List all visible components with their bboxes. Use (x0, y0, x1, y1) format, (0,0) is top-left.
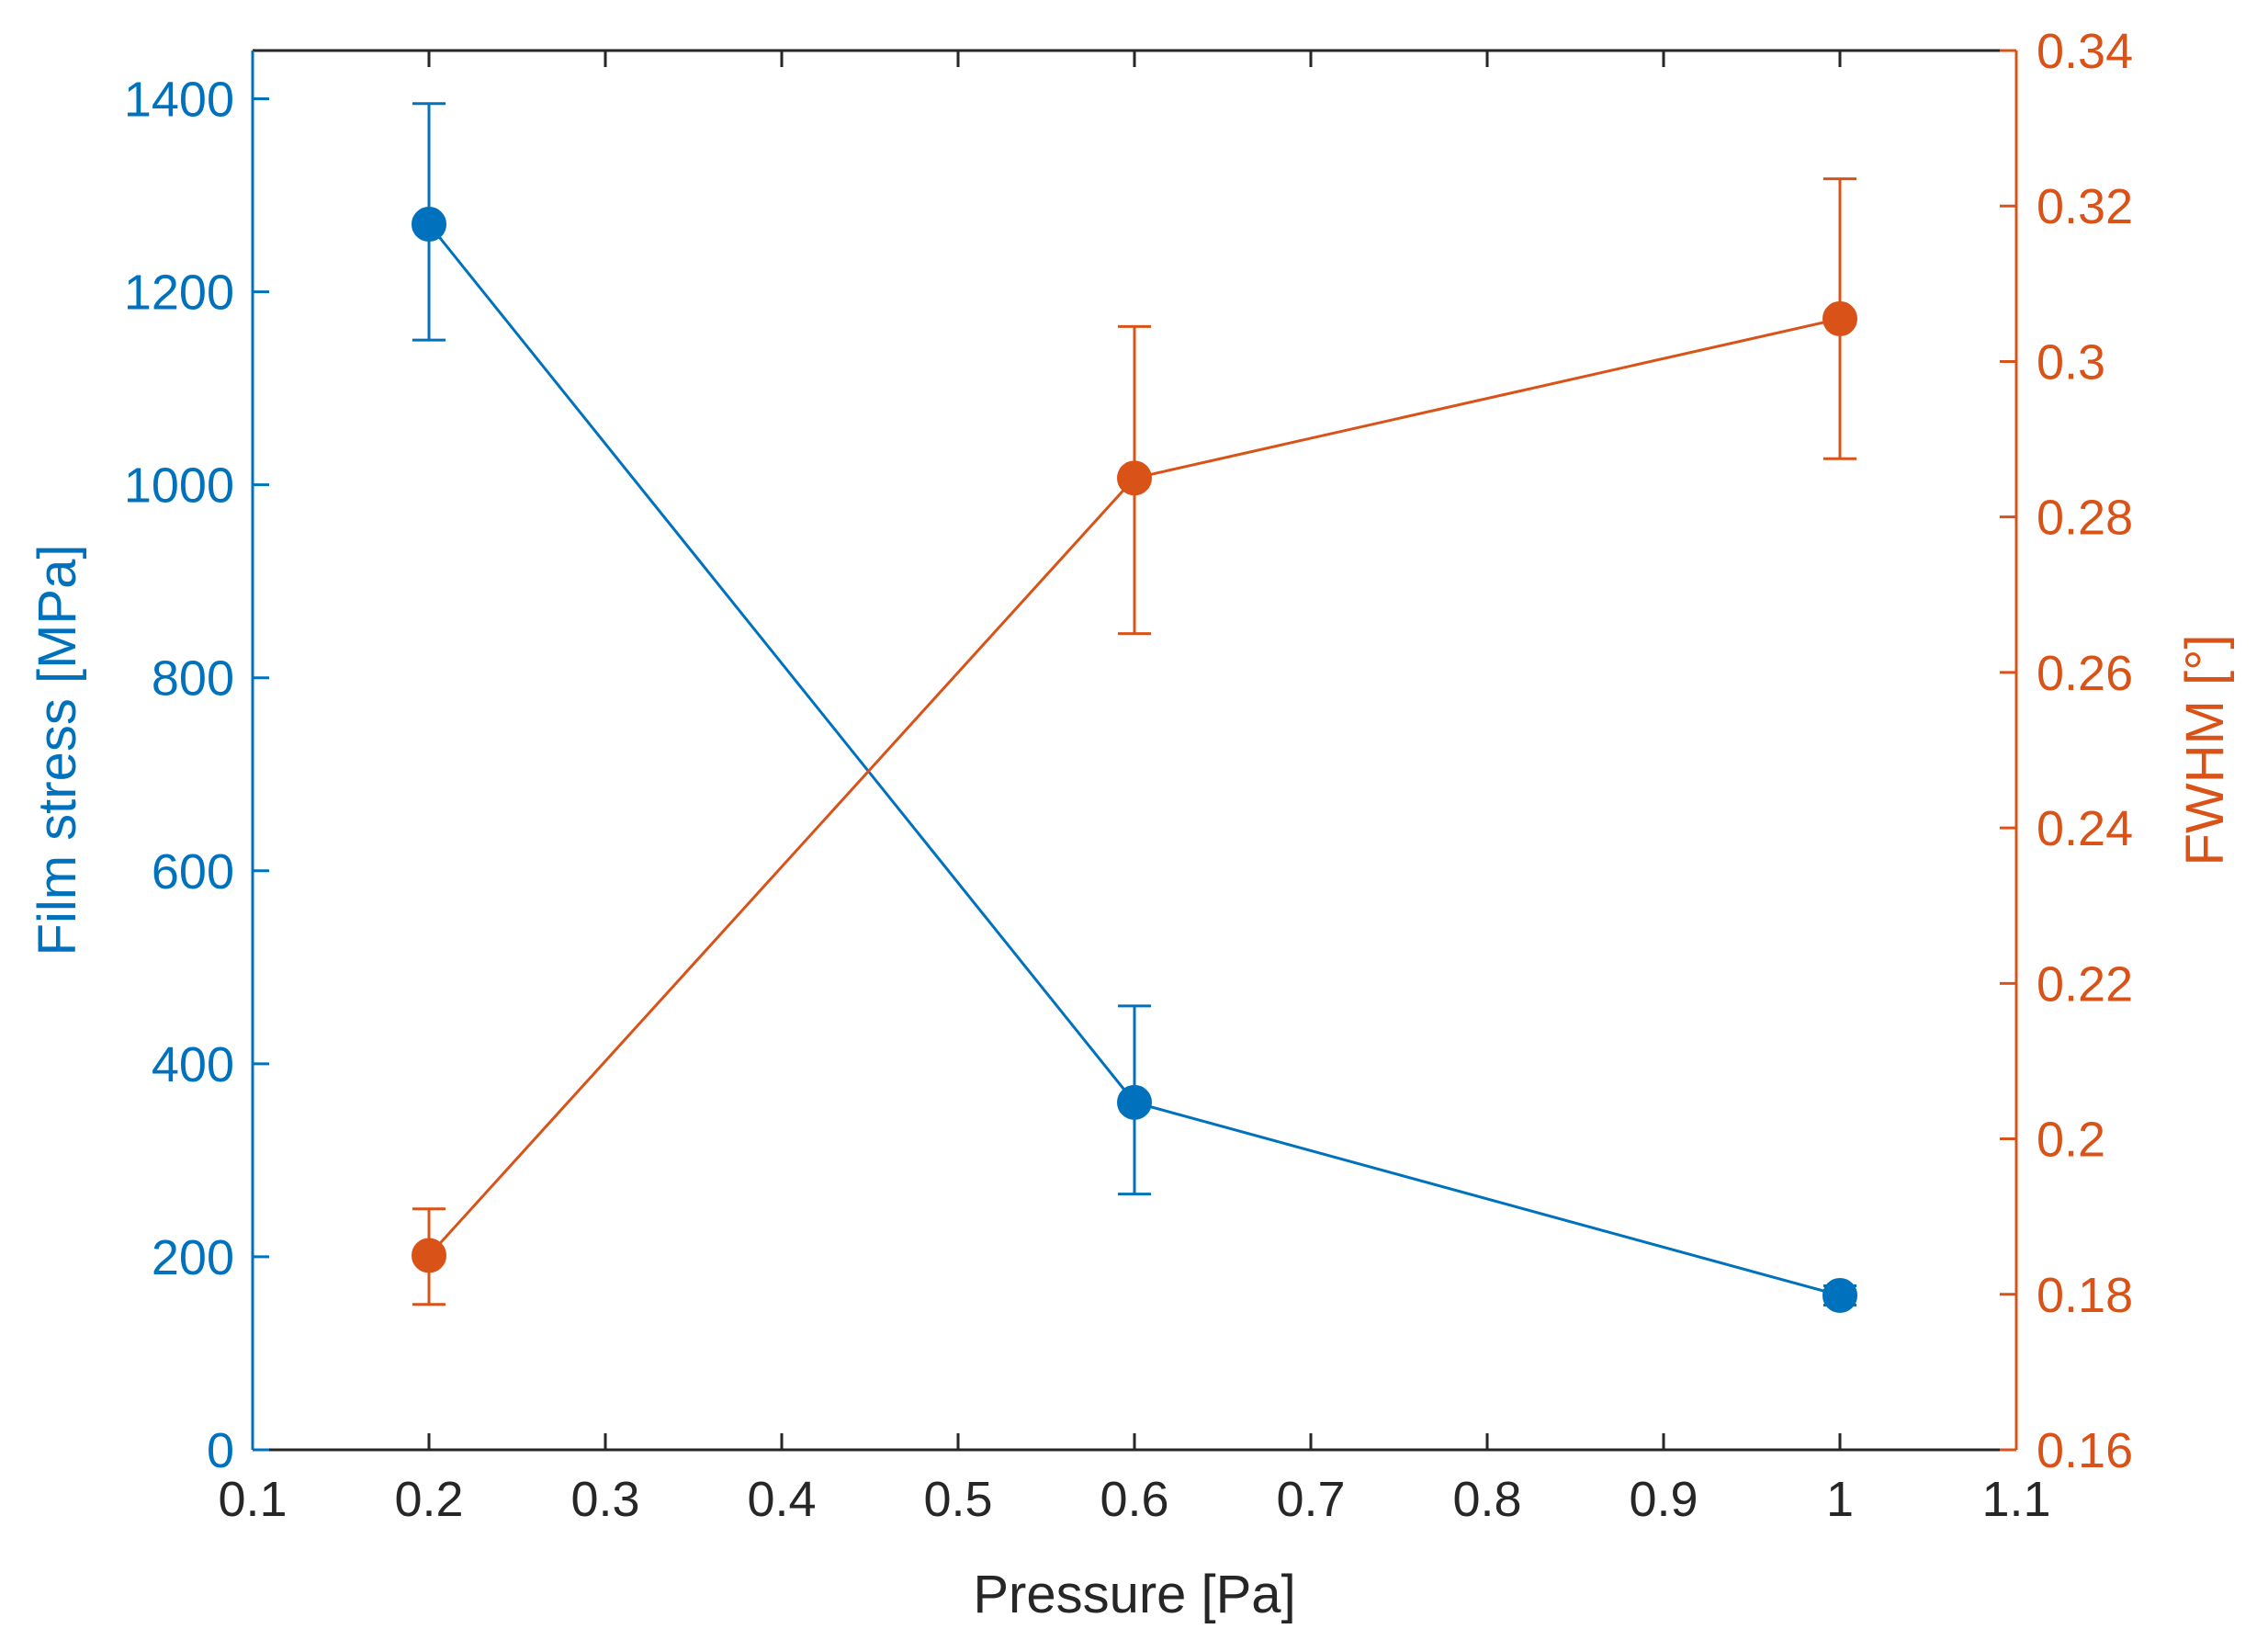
x-tick-label: 0.8 (1452, 1472, 1521, 1527)
x-tick-label: 1 (1826, 1472, 1854, 1527)
x-tick-label: 0.1 (218, 1472, 287, 1527)
data-point (1117, 460, 1152, 496)
data-point (1117, 1084, 1152, 1120)
plot-frame (253, 49, 2016, 1452)
y-left-tick-label: 1000 (124, 458, 234, 514)
x-tick-label: 0.4 (747, 1472, 816, 1527)
y-right-tick-label: 0.26 (2037, 646, 2133, 701)
series-left (412, 102, 1857, 1313)
y-left-tick-label: 200 (152, 1230, 234, 1285)
x-tick-label: 0.6 (1100, 1472, 1168, 1527)
x-tick-label: 1.1 (1981, 1472, 2050, 1527)
y-right-tick-label: 0.18 (2037, 1268, 2133, 1323)
y-right-tick-label: 0.28 (2037, 491, 2133, 546)
x-tick-label: 0.2 (394, 1472, 463, 1527)
data-point (412, 207, 446, 243)
y-left-tick-label: 400 (152, 1037, 234, 1092)
data-point (1822, 1277, 1857, 1313)
series-layer (412, 102, 1857, 1313)
y-right-tick-label: 0.22 (2037, 956, 2133, 1012)
y-left-tick-label: 800 (152, 651, 234, 707)
y-left-tick-label: 600 (152, 844, 234, 899)
data-point (1822, 300, 1857, 336)
x-tick-label: 0.3 (570, 1472, 639, 1527)
y-right-tick-label: 0.2 (2037, 1113, 2105, 1168)
series-right (412, 177, 1857, 1306)
y-right-axis: 0.16 0.18 0.2 0.22 0.24 0.26 0.28 0.3 0.32 0.34 (2000, 24, 2133, 1478)
x-axis-title: Pressure [Pa] (973, 1565, 1295, 1624)
y-right-tick-label: 0.32 (2037, 179, 2133, 234)
x-tick-label: 0.9 (1629, 1472, 1698, 1527)
x-tick-label: 0.7 (1276, 1472, 1345, 1527)
y-right-tick-label: 0.3 (2037, 334, 2105, 390)
data-point (412, 1238, 446, 1273)
y-left-axis-title: Film stress [MPa] (28, 545, 87, 956)
y-left-tick-label: 1400 (124, 73, 234, 128)
y-right-axis-title: FWHM [°] (2175, 635, 2235, 866)
y-left-axis: 0 200 400 600 800 1000 1200 1400 (124, 51, 269, 1478)
y-right-tick-label: 0.24 (2037, 801, 2133, 856)
x-axis: 0.1 0.2 0.3 0.4 0.5 0.6 0.7 0.8 0.9 1 1.1 (218, 51, 2051, 1527)
y-left-tick-label: 1200 (124, 266, 234, 321)
y-left-tick-label: 0 (207, 1423, 234, 1478)
x-tick-label: 0.5 (923, 1472, 992, 1527)
y-right-tick-label: 0.34 (2037, 24, 2133, 79)
y-right-tick-label: 0.16 (2037, 1423, 2133, 1478)
